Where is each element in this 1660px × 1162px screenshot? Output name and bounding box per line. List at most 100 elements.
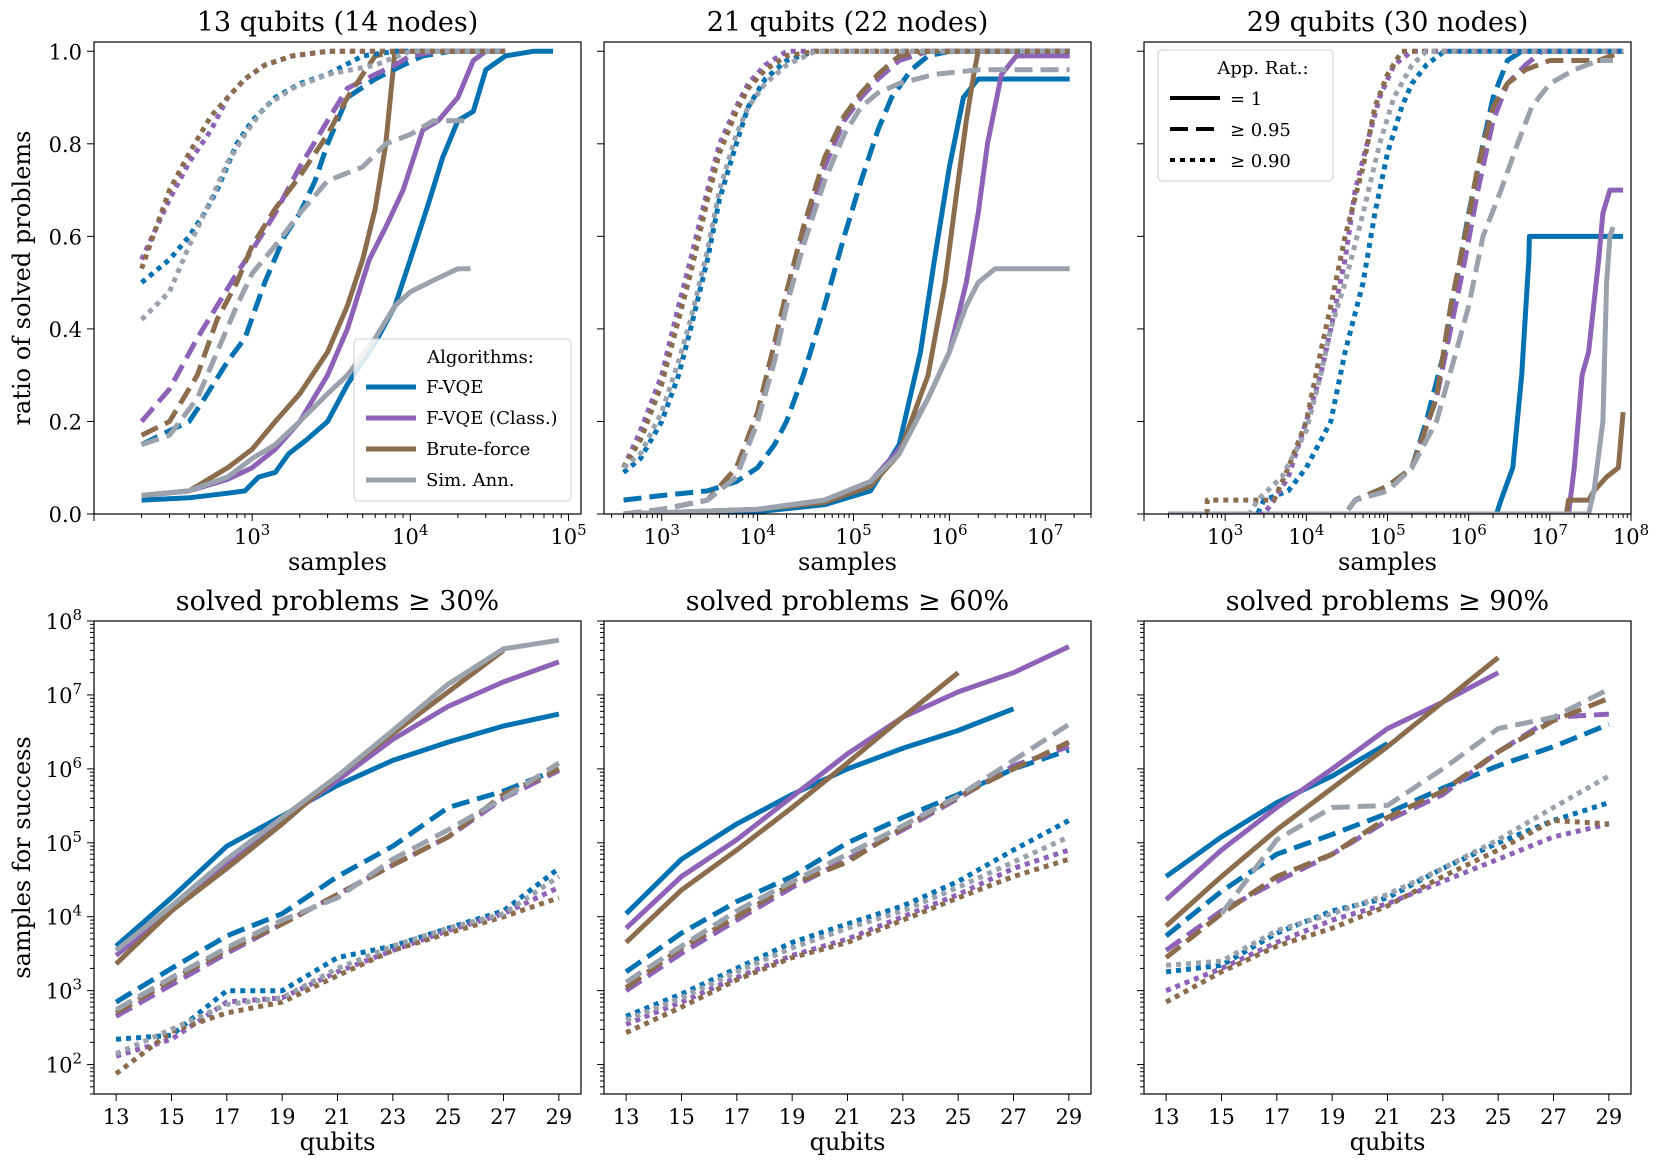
y-tick-label: 1.0 xyxy=(49,40,82,64)
x-tick-label: 21 xyxy=(834,1105,861,1129)
x-tick-label: 29 xyxy=(545,1105,572,1129)
panel-title: solved problems ≥ 90% xyxy=(1226,586,1549,617)
panel-title: solved problems ≥ 60% xyxy=(686,586,1009,617)
series-sim-ann-approx1 xyxy=(623,266,1070,514)
series-f-vqe-approx90 xyxy=(140,48,506,285)
x-tick-label: 105 xyxy=(550,521,586,549)
ratio-legend: App. Rat.: = 1 ≥ 0.95 ≥ 0.90 xyxy=(1157,49,1334,182)
x-axis-label: samples xyxy=(798,548,897,576)
x-tick-label: 105 xyxy=(1369,521,1405,549)
x-tick-label: 13 xyxy=(613,1105,640,1129)
legend-label-brute-force: Brute-force xyxy=(426,439,530,460)
x-tick-label: 108 xyxy=(1613,521,1649,549)
series-sim-ann-approx90 xyxy=(1165,773,1611,968)
series-f-vqe-approx1 xyxy=(623,76,1070,514)
x-tick-label: 15 xyxy=(1208,1105,1235,1129)
legend-frame xyxy=(353,338,572,502)
series-f-vqe-class-approx1 xyxy=(623,53,1070,514)
x-tick-label: 21 xyxy=(1374,1105,1401,1129)
x-tick-label: 27 xyxy=(1000,1105,1027,1129)
x-tick-label: 25 xyxy=(945,1105,972,1129)
series-sim-ann-approx95 xyxy=(1168,58,1613,514)
series-sim-ann-approx90 xyxy=(622,48,1070,470)
x-tick-label: 27 xyxy=(1540,1105,1567,1129)
series-sim-ann-approx1 xyxy=(141,266,471,498)
panel-4: 13 15 17 19 21 23 25 27 29 102 103 104 105 106 107 108 s… xyxy=(8,586,582,1156)
x-tick-label: 29 xyxy=(1055,1105,1082,1129)
series-f-vqe-class-approx1 xyxy=(624,644,1070,931)
x-axis-label: qubits xyxy=(1350,1128,1426,1156)
y-tick-label: 102 xyxy=(46,1050,82,1078)
series-brute-force-approx95 xyxy=(624,739,1070,990)
x-tick-label: 21 xyxy=(324,1105,351,1129)
x-tick-label: 17 xyxy=(213,1105,240,1129)
x-tick-label: 104 xyxy=(1288,521,1324,549)
x-tick-label: 105 xyxy=(835,521,871,549)
series-group xyxy=(1168,48,1626,514)
series-group xyxy=(621,48,1070,514)
y-axis-label: samples for success xyxy=(8,736,36,979)
series-brute-force-approx1 xyxy=(114,648,506,966)
series-group xyxy=(1164,655,1611,1005)
series-brute-force-approx95 xyxy=(140,48,506,438)
legend-label-f-vqe: F-VQE xyxy=(426,377,483,398)
panel-title: 29 qubits (30 nodes) xyxy=(1247,7,1529,38)
series-sim-ann-approx95 xyxy=(623,67,1070,514)
series-brute-force-approx95 xyxy=(1164,695,1610,960)
x-tick-label: 23 xyxy=(889,1105,916,1129)
series-f-vqe-class-approx90 xyxy=(139,48,506,261)
series-brute-force-approx1 xyxy=(141,51,398,498)
series-group xyxy=(139,48,554,503)
x-tick-label: 103 xyxy=(234,521,270,549)
series-f-vqe-approx1 xyxy=(1164,741,1389,879)
series-sim-ann-approx1 xyxy=(1168,226,1616,514)
x-tick-label: 15 xyxy=(158,1105,185,1129)
x-tick-label: 25 xyxy=(1485,1105,1512,1129)
axes-frame xyxy=(1143,620,1632,1095)
series-sim-ann-approx95 xyxy=(114,760,561,1012)
x-tick-label: 104 xyxy=(392,521,428,549)
panel-3: 103 104 105 106 107 108 29 qubits (30 nodes) sa… xyxy=(1137,7,1649,576)
x-tick-label: 13 xyxy=(103,1105,130,1129)
panel-2: 103 104 105 106 107 21 qubits (22 nodes) sampl… xyxy=(597,7,1092,576)
series-group xyxy=(114,637,561,1076)
panel-title: 13 qubits (14 nodes) xyxy=(197,7,479,38)
y-axis-label: ratio of solved problems xyxy=(8,131,36,426)
y-tick-label: 103 xyxy=(46,976,82,1004)
panel-1: 103 104 105 0.0 0.2 0.4 0.6 0.8 1.0 13 qubits (14… xyxy=(8,7,587,576)
algorithm-legend: Algorithms: F-VQE F-VQE (Class.) Brute-forc… xyxy=(353,338,572,502)
series-f-vqe-class-approx90 xyxy=(1165,821,1610,994)
series-f-vqe-class-approx95 xyxy=(139,48,506,424)
x-tick-label: 19 xyxy=(779,1105,806,1129)
series-f-vqe-approx95 xyxy=(1164,721,1610,938)
x-tick-label: 13 xyxy=(1153,1105,1180,1129)
x-tick-label: 106 xyxy=(1451,521,1487,549)
axes-frame xyxy=(603,41,1092,515)
x-tick-label: 103 xyxy=(1207,521,1243,549)
axes-frame xyxy=(93,620,582,1095)
series-group xyxy=(624,644,1071,1035)
y-tick-label: 0.6 xyxy=(49,225,82,249)
x-tick-label: 104 xyxy=(739,521,775,549)
y-tick-label: 106 xyxy=(46,754,82,782)
x-tick-label: 15 xyxy=(668,1105,695,1129)
x-tick-label: 29 xyxy=(1595,1105,1622,1129)
series-sim-ann-approx95 xyxy=(140,118,471,447)
series-brute-force-approx1 xyxy=(624,670,960,945)
x-tick-label: 19 xyxy=(269,1105,296,1129)
x-axis-label: qubits xyxy=(810,1128,886,1156)
axes-frame xyxy=(93,41,582,515)
x-tick-label: 103 xyxy=(644,521,680,549)
x-tick-label: 23 xyxy=(1429,1105,1456,1129)
series-sim-ann-approx90 xyxy=(115,874,561,1057)
x-tick-label: 27 xyxy=(490,1105,517,1129)
panel-5: 13 15 17 19 21 23 25 27 29 solved problems ≥ 60% q… xyxy=(597,586,1092,1156)
series-f-vqe-class-approx90 xyxy=(1168,48,1624,514)
y-tick-label: 0.2 xyxy=(49,410,82,434)
legend-title: App. Rat.: xyxy=(1216,58,1308,79)
x-tick-label: 106 xyxy=(931,521,967,549)
y-tick-label: 104 xyxy=(46,902,82,930)
legend-label-f-vqe-class: F-VQE (Class.) xyxy=(426,408,558,429)
legend-label-dotted: ≥ 0.90 xyxy=(1230,151,1291,172)
